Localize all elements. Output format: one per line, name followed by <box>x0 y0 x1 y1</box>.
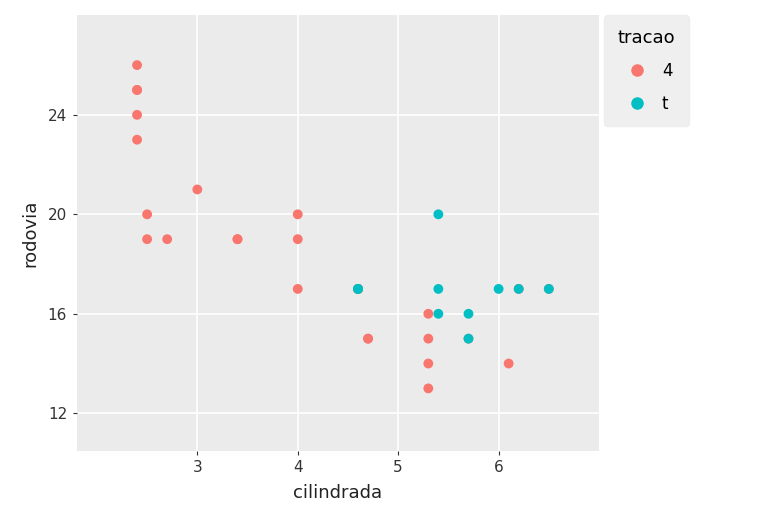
Point <box>422 334 435 343</box>
Point <box>352 285 364 293</box>
Point <box>141 235 154 243</box>
X-axis label: cilindrada: cilindrada <box>293 484 382 502</box>
Point <box>422 385 435 393</box>
Point <box>352 285 364 293</box>
Point <box>512 285 525 293</box>
Point <box>543 285 555 293</box>
Point <box>422 310 435 318</box>
Point <box>492 285 505 293</box>
Point <box>543 285 555 293</box>
Point <box>432 210 445 219</box>
Point <box>161 235 174 243</box>
Y-axis label: rodovia: rodovia <box>22 199 39 267</box>
Point <box>462 334 475 343</box>
Point <box>432 310 445 318</box>
Point <box>131 136 143 144</box>
Point <box>462 334 475 343</box>
Point <box>422 359 435 368</box>
Legend: 4, t: 4, t <box>604 15 689 126</box>
Point <box>502 359 515 368</box>
Point <box>292 235 304 243</box>
Point <box>131 86 143 94</box>
Point <box>141 210 154 219</box>
Point <box>131 86 143 94</box>
Point <box>352 285 364 293</box>
Point <box>462 310 475 318</box>
Point <box>292 210 304 219</box>
Point <box>131 61 143 69</box>
Point <box>362 334 374 343</box>
Point <box>352 285 364 293</box>
Point <box>231 235 243 243</box>
Point <box>191 185 204 194</box>
Point <box>432 285 445 293</box>
Point <box>512 285 525 293</box>
Point <box>362 334 374 343</box>
Point <box>131 111 143 119</box>
Point <box>292 285 304 293</box>
Point <box>352 285 364 293</box>
Point <box>231 235 243 243</box>
